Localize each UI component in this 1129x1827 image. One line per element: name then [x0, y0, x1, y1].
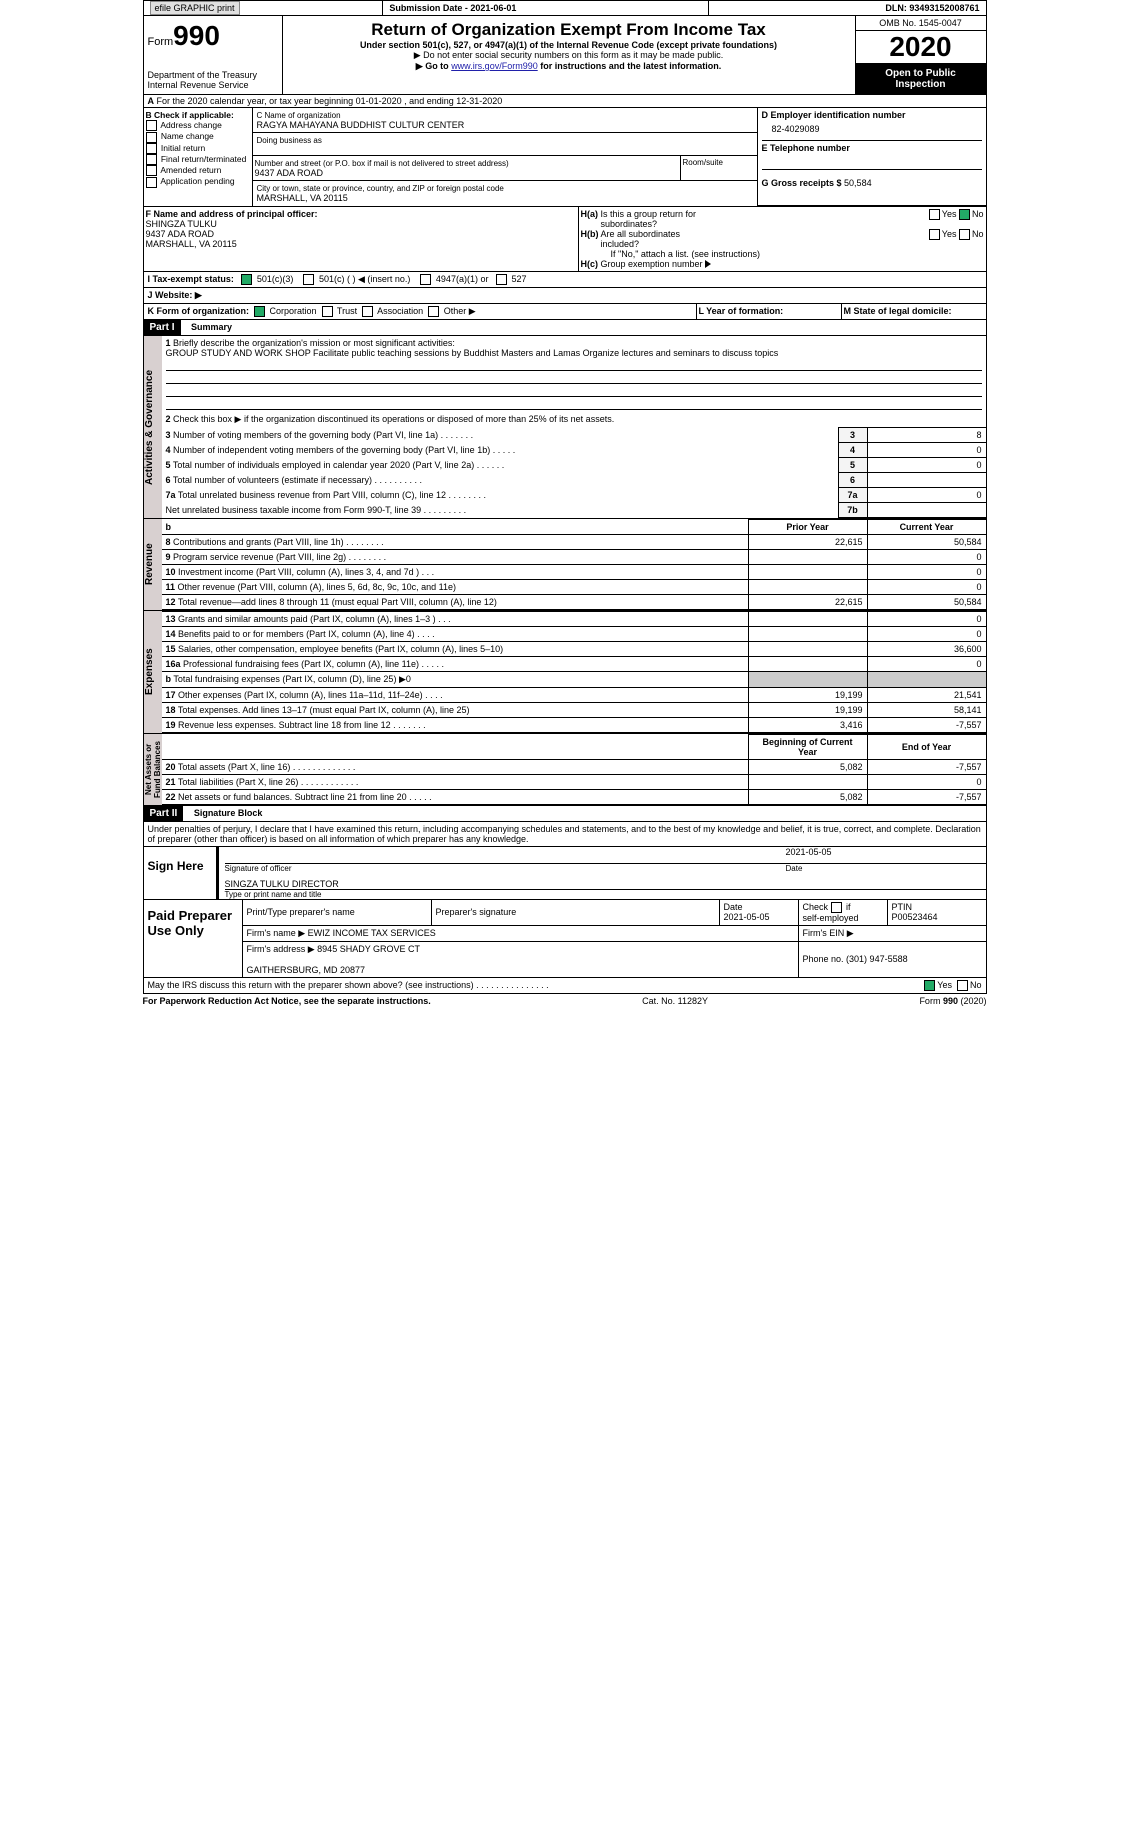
dln-label: DLN: [885, 3, 909, 13]
data-row: 22 Net assets or fund balances. Subtract… [162, 789, 986, 804]
officer-addr: 9437 ADA ROAD MARSHALL, VA 20115 [146, 229, 237, 249]
form-id: Form990 Department of the Treasury Inter… [144, 16, 283, 94]
cat-no: Cat. No. 11282Y [642, 996, 708, 1006]
gov-row: 4 Number of independent voting members o… [162, 442, 986, 457]
discuss: May the IRS discuss this return with the… [148, 980, 549, 991]
dept: Department of the Treasury Internal Reve… [148, 70, 278, 90]
check-amended-return[interactable]: Amended return [146, 165, 250, 176]
data-row: 12 Total revenue—add lines 8 through 11 … [162, 594, 986, 609]
sign-here: Sign Here [144, 847, 212, 899]
data-row: b Total fundraising expenses (Part IX, c… [162, 671, 986, 687]
data-row: 19 Revenue less expenses. Subtract line … [162, 717, 986, 732]
period: For the 2020 calendar year, or tax year … [157, 96, 503, 106]
section-b: B Check if applicable: Address change Na… [144, 108, 253, 206]
part2-title: Signature Block [186, 808, 263, 818]
data-row: 13 Grants and similar amounts paid (Part… [162, 611, 986, 626]
side-netassets: Net Assets or Fund Balances [144, 734, 162, 805]
officer-printed: SINGZA TULKU DIRECTOR [225, 873, 986, 890]
gov-row: 7a Total unrelated business revenue from… [162, 487, 986, 502]
gov-row: Net unrelated business taxable income fr… [162, 502, 986, 517]
paid-preparer: Paid Preparer Use Only [144, 900, 242, 977]
ein: 82-4029089 [762, 120, 982, 138]
gov-row: 3 Number of voting members of the govern… [162, 427, 986, 442]
street: 9437 ADA ROAD [255, 168, 324, 178]
part2-label: Part II [144, 806, 184, 821]
check-address-change[interactable]: Address change [146, 120, 250, 131]
gov-row: 6 Total number of volunteers (estimate i… [162, 472, 986, 487]
declaration: Under penalties of perjury, I declare th… [144, 821, 986, 846]
data-row: 8 Contributions and grants (Part VIII, l… [162, 534, 986, 549]
data-row: 10 Investment income (Part VIII, column … [162, 564, 986, 579]
check-name-change[interactable]: Name change [146, 131, 250, 142]
form-subtitle: Under section 501(c), 527, or 4947(a)(1)… [287, 40, 851, 50]
data-row: 15 Salaries, other compensation, employe… [162, 641, 986, 656]
data-row: 21 Total liabilities (Part X, line 26) .… [162, 774, 986, 789]
data-row: 18 Total expenses. Add lines 13–17 (must… [162, 702, 986, 717]
subdate: 2021-06-01 [470, 3, 516, 13]
pra-notice: For Paperwork Reduction Act Notice, see … [143, 996, 431, 1006]
side-expenses: Expenses [144, 611, 162, 733]
side-revenue: Revenue [144, 519, 162, 610]
data-row: 14 Benefits paid to or for members (Part… [162, 626, 986, 641]
efile-button[interactable]: efile GRAPHIC print [150, 1, 240, 15]
omb: OMB No. 1545-0047 [856, 16, 986, 30]
instructions-link[interactable]: www.irs.gov/Form990 [451, 61, 538, 71]
dln: 93493152008761 [909, 3, 979, 13]
form-footer: Form 990 (2020) [919, 996, 986, 1006]
gross-receipts: 50,584 [844, 178, 872, 188]
subdate-label: Submission Date - [389, 3, 470, 13]
firm-name: EWIZ INCOME TAX SERVICES [308, 928, 436, 938]
firm-phone: (301) 947-5588 [846, 954, 908, 964]
officer-name: SHINGZA TULKU [146, 219, 217, 229]
data-row: 9 Program service revenue (Part VIII, li… [162, 549, 986, 564]
tax-year: 2020 [856, 30, 986, 64]
mission: GROUP STUDY AND WORK SHOP Facilitate pub… [166, 348, 779, 358]
form-title: Return of Organization Exempt From Incom… [287, 20, 851, 40]
check-initial-return[interactable]: Initial return [146, 143, 250, 154]
note1: ▶ Do not enter social security numbers o… [287, 50, 851, 61]
data-row: 16a Professional fundraising fees (Part … [162, 656, 986, 671]
org-name: RAGYA MAHAYANA BUDDHIST CULTUR CENTER [257, 120, 465, 130]
part1-label: Part I [144, 320, 181, 335]
data-row: 11 Other revenue (Part VIII, column (A),… [162, 579, 986, 594]
triangle-icon [705, 260, 711, 268]
tax-status-row: I Tax-exempt status: 501(c)(3) 501(c) ( … [144, 271, 986, 287]
top-bar: efile GRAPHIC print Submission Date - 20… [143, 0, 987, 16]
part1-title: Summary [183, 322, 232, 332]
sig-date: 2021-05-05 [778, 847, 986, 864]
side-activities: Activities & Governance [144, 336, 162, 518]
data-row: 20 Total assets (Part X, line 16) . . . … [162, 759, 986, 774]
open-to-public: Open to Public Inspection [856, 64, 986, 94]
gov-row: 5 Total number of individuals employed i… [162, 457, 986, 472]
city: MARSHALL, VA 20115 [257, 193, 348, 203]
year-block: OMB No. 1545-0047 2020 Open to Public In… [855, 16, 986, 94]
check-final-return-terminated[interactable]: Final return/terminated [146, 154, 250, 165]
check-application-pending[interactable]: Application pending [146, 176, 250, 187]
data-row: 17 Other expenses (Part IX, column (A), … [162, 687, 986, 702]
form-title-block: Return of Organization Exempt From Incom… [283, 16, 855, 94]
